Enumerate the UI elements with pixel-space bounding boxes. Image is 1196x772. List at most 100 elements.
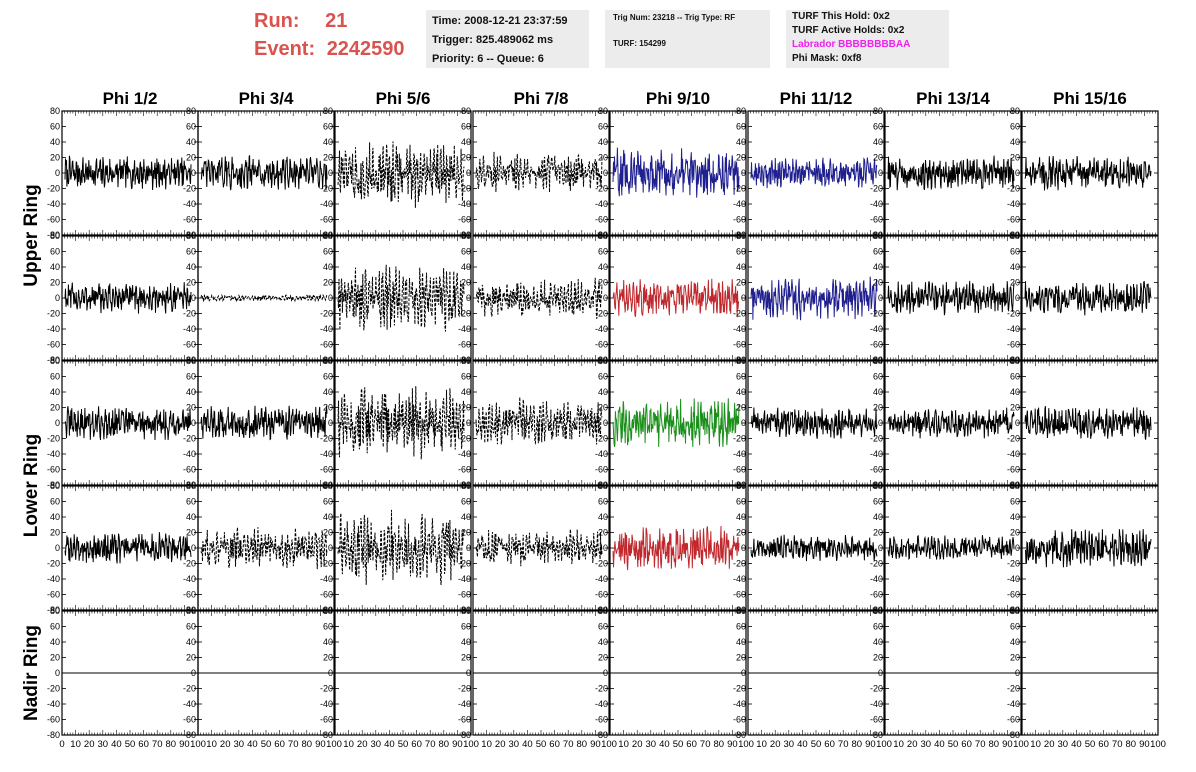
y-tick-label: -60 (183, 465, 196, 475)
y-tick-label: 40 (736, 262, 746, 272)
y-tick-label: -40 (183, 324, 196, 334)
waveform-panel: 80 60 40 20 0 -20 -40 -60 -80 (183, 481, 335, 615)
y-tick-label: -20 (595, 309, 608, 319)
waveform-trace (887, 280, 1015, 316)
y-tick-label: -20 (733, 309, 746, 319)
waveform-panel: 80 60 40 20 0 -20 -40 -60 -80 (183, 606, 335, 740)
column-title: Phi 9/10 (646, 89, 710, 108)
y-tick-label: -80 (870, 480, 883, 490)
y-tick-label: 60 (186, 372, 196, 382)
y-tick-label: 60 (598, 372, 608, 382)
y-tick-label: 20 (736, 528, 746, 538)
y-tick-label: -40 (47, 324, 60, 334)
y-tick-label: -40 (458, 324, 471, 334)
y-tick-label: 40 (461, 137, 471, 147)
y-tick-label: 0 (191, 668, 196, 678)
y-tick-label: -40 (870, 324, 883, 334)
y-tick-label: -20 (47, 309, 60, 319)
y-tick-label: 40 (1010, 262, 1020, 272)
y-tick-label: 60 (873, 497, 883, 507)
y-tick-label: 0 (1015, 293, 1020, 303)
y-tick-label: -60 (183, 340, 196, 350)
y-tick-label: -40 (320, 324, 333, 334)
y-tick-label: 80 (50, 106, 60, 116)
y-tick-label: -40 (183, 449, 196, 459)
y-tick-label: -40 (458, 449, 471, 459)
y-tick-label: -20 (458, 434, 471, 444)
y-tick-label: -80 (1007, 605, 1020, 615)
y-tick-label: -20 (320, 559, 333, 569)
waveform-trace (475, 397, 603, 446)
y-tick-label: 20 (598, 278, 608, 288)
y-tick-label: -20 (47, 184, 60, 194)
waveform-trace (475, 529, 603, 567)
y-tick-label: 20 (186, 403, 196, 413)
y-tick-label: 80 (186, 481, 196, 491)
y-tick-label: -40 (47, 574, 60, 584)
y-tick-label: -60 (320, 215, 333, 225)
y-tick-label: 80 (50, 356, 60, 366)
y-tick-label: -20 (595, 184, 608, 194)
y-tick-label: -20 (320, 309, 333, 319)
y-tick-label: -40 (320, 199, 333, 209)
y-tick-label: -80 (870, 605, 883, 615)
y-tick-label: 40 (50, 262, 60, 272)
waveform-trace (612, 525, 740, 571)
y-tick-label: 20 (186, 278, 196, 288)
row-group-label: Upper Ring (21, 184, 42, 286)
y-tick-label: -80 (47, 480, 60, 490)
turf-hold-text: TURF This Hold: 0x2 (792, 11, 890, 22)
y-tick-label: 40 (186, 262, 196, 272)
y-tick-label: 20 (186, 528, 196, 538)
waveform-trace (1024, 529, 1152, 568)
y-tick-label: -20 (733, 184, 746, 194)
y-tick-label: 0 (1015, 418, 1020, 428)
y-tick-label: 40 (461, 387, 471, 397)
waveform-panel: 80 60 40 20 0 -20 -40 -60 -80 (458, 106, 610, 240)
column-title: Phi 7/8 (514, 89, 569, 108)
y-tick-label: -60 (595, 465, 608, 475)
y-tick-label: -40 (870, 449, 883, 459)
y-tick-label: -20 (595, 684, 608, 694)
y-tick-label: 80 (598, 231, 608, 241)
y-tick-label: -40 (733, 449, 746, 459)
y-tick-label: -60 (1007, 340, 1020, 350)
y-tick-label: 20 (50, 403, 60, 413)
panel-frame (334, 485, 472, 611)
y-tick-label: -20 (458, 184, 471, 194)
y-tick-label: 20 (323, 403, 333, 413)
waveform-panel: 80 60 40 20 0 -20 -40 -60 -80 (183, 356, 335, 490)
y-tick-label: 0 (466, 668, 471, 678)
y-tick-label: -60 (458, 715, 471, 725)
y-tick-label: -20 (595, 434, 608, 444)
waveform-panel: 80 60 40 20 0 -20 -40 -60 -80 (733, 356, 885, 490)
y-tick-label: 60 (873, 122, 883, 132)
waveform-trace (337, 264, 465, 332)
column-title: Phi 1/2 (103, 89, 158, 108)
y-tick-label: -80 (733, 480, 746, 490)
y-tick-label: 20 (736, 278, 746, 288)
y-tick-label: 0 (191, 293, 196, 303)
y-tick-label: -80 (47, 605, 60, 615)
y-tick-label: -20 (183, 184, 196, 194)
y-tick-label: 40 (323, 637, 333, 647)
y-tick-label: -80 (320, 605, 333, 615)
y-tick-label: -60 (733, 465, 746, 475)
y-tick-label: 0 (55, 668, 60, 678)
row-group-label: Lower Ring (21, 434, 42, 537)
waveform-panel: 80 60 40 20 0 -20 -40 -60 -80 (595, 231, 747, 365)
y-tick-label: 0 (55, 168, 60, 178)
y-tick-label: -20 (320, 184, 333, 194)
y-tick-label: 0 (603, 418, 608, 428)
y-tick-label: 20 (323, 278, 333, 288)
y-tick-label: -40 (183, 699, 196, 709)
y-tick-label: 20 (461, 403, 471, 413)
y-tick-label: 40 (736, 512, 746, 522)
y-tick-label: 0 (603, 293, 608, 303)
waveform-panel: 80 60 40 20 0 -20 -40 -60 -80 (320, 481, 472, 615)
run-value: 21 (325, 10, 348, 32)
column-title: Phi 5/6 (376, 89, 431, 108)
y-tick-label: 0 (191, 168, 196, 178)
y-tick-label: 0 (741, 668, 746, 678)
waveform-panel: 80 60 40 20 0 -20 -40 -60 -80 (183, 106, 335, 240)
